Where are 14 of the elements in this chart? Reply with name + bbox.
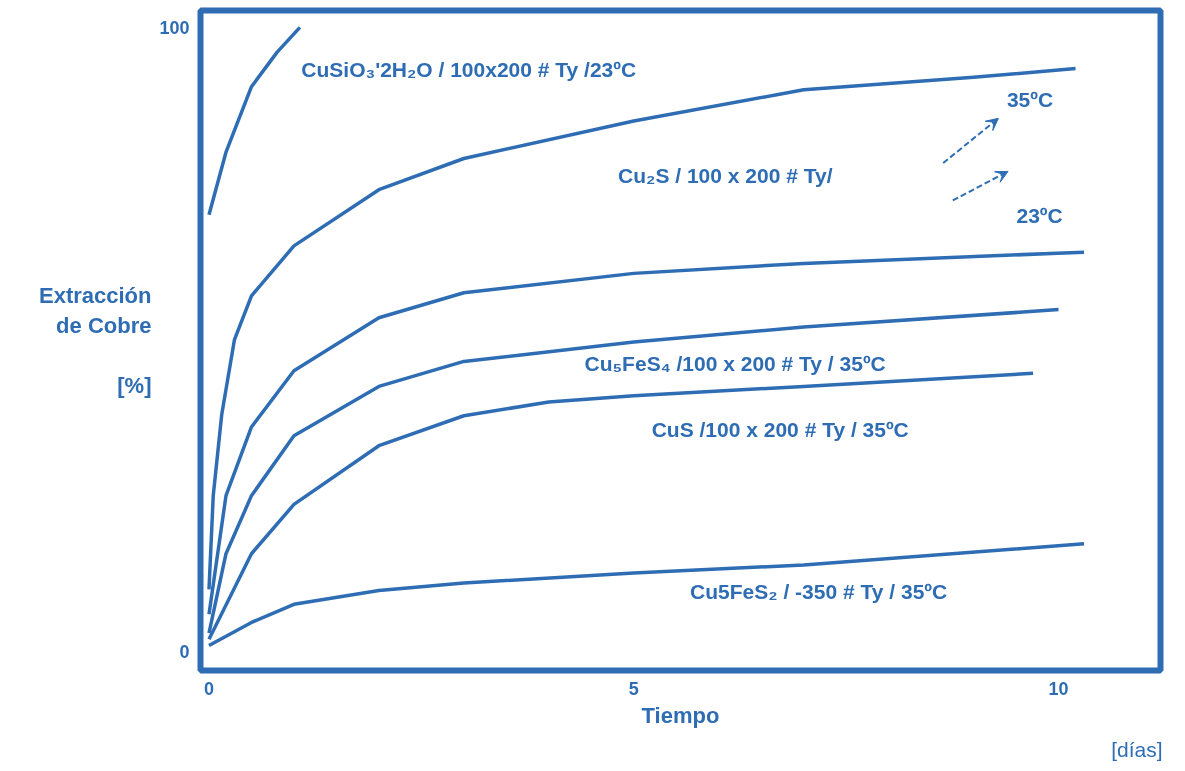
annotation: 35ºC <box>1006 88 1054 112</box>
annotation: Cu₅FeS₄ /100 x 200 # Ty / 35ºC <box>584 352 886 376</box>
annotation: Cu₂S / 100 x 200 # Ty/ <box>618 164 833 187</box>
text: [días] <box>1111 737 1163 761</box>
text: Extracción de Cobre [%] <box>38 283 152 398</box>
annotation: Cu5FeS₂ / -350 # Ty / 35ºC <box>690 579 948 603</box>
y-tick-label: 100 <box>159 17 190 38</box>
x-tick-label: 10 <box>1048 678 1069 699</box>
x-axis-title: Tiempo <box>641 702 720 728</box>
annotation: CuS /100 x 200 # Ty / 35ºC <box>651 418 909 442</box>
x-tick-label: 5 <box>628 678 639 699</box>
annotation: CuSiO₃'2H₂O / 100x200 # Ty /23ºC <box>301 58 637 82</box>
annotation: 23ºC <box>1016 203 1063 227</box>
x-tick-label: 0 <box>203 678 215 699</box>
